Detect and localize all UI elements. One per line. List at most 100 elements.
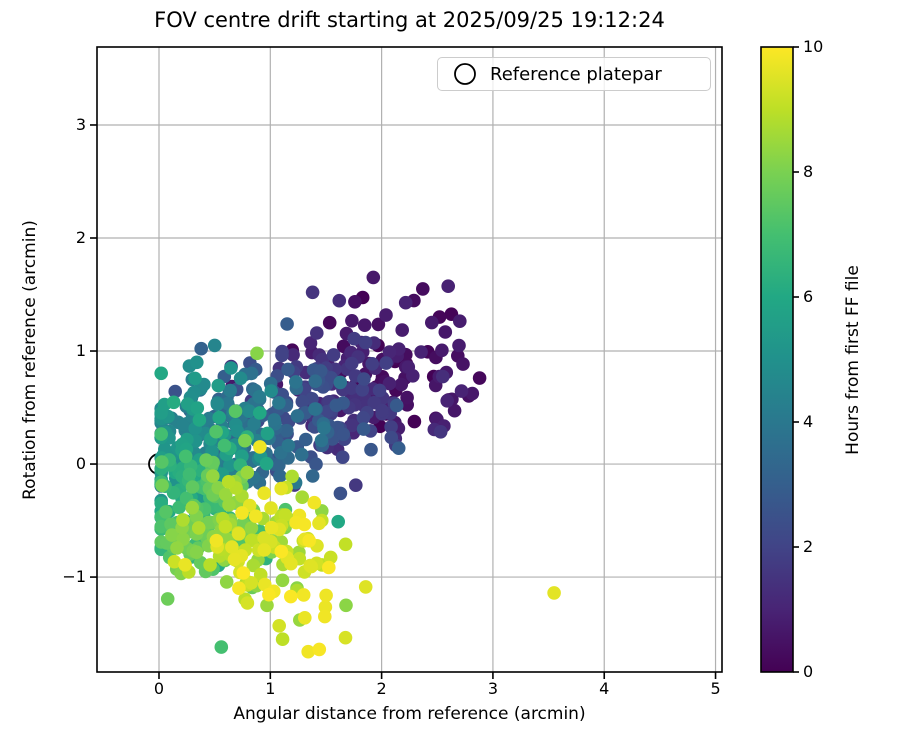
scatter-point	[375, 403, 389, 418]
scatter-point	[285, 469, 299, 484]
scatter-point	[189, 545, 204, 559]
scatter-point	[260, 426, 275, 441]
scatter-point	[244, 366, 259, 381]
scatter-point	[319, 588, 333, 603]
scatter-point	[206, 469, 220, 483]
scatter-point	[349, 478, 363, 493]
scatter-point	[456, 357, 470, 371]
scatter-point	[176, 417, 190, 432]
scatter-point	[238, 433, 252, 448]
scatter-point	[366, 270, 381, 285]
colorbar-tick-label: 4	[803, 412, 814, 431]
scatter-point	[275, 348, 289, 363]
legend: Reference platepar	[437, 57, 711, 91]
scatter-point	[280, 423, 294, 438]
scatter-point	[344, 356, 359, 371]
scatter-point	[160, 592, 175, 606]
scatter-point	[274, 544, 289, 559]
x-tick-label: 1	[265, 679, 276, 698]
scatter-point	[435, 343, 449, 358]
scatter-point	[333, 486, 348, 501]
scatter-point	[264, 384, 279, 398]
scatter-point	[357, 372, 371, 386]
scatter-point	[296, 588, 311, 602]
scatter-point	[379, 356, 393, 370]
colorbar-tick-label: 6	[803, 287, 814, 306]
colorbar-tick-label: 0	[803, 662, 814, 681]
scatter-point	[407, 414, 422, 429]
scatter-point	[302, 533, 317, 548]
scatter-point	[278, 508, 293, 522]
scatter-point	[379, 308, 393, 322]
scatter-point	[244, 576, 259, 590]
scatter-point	[240, 465, 255, 480]
scatter-point	[338, 630, 353, 645]
scatter-point	[240, 596, 255, 610]
scatter-point	[309, 457, 323, 472]
scatter-points	[154, 270, 561, 659]
scatter-point	[313, 364, 328, 378]
scatter-point	[440, 394, 455, 408]
scatter-point	[252, 390, 267, 404]
scatter-point	[260, 598, 274, 613]
scatter-point	[257, 486, 272, 501]
scatter-point	[447, 403, 462, 418]
scatter-point	[395, 323, 410, 337]
scatter-point	[345, 314, 359, 328]
scatter-point	[172, 500, 186, 515]
scatter-point	[357, 318, 372, 333]
scatter-point	[207, 338, 222, 353]
scatter-point	[259, 456, 274, 471]
colorbar-tick-label: 10	[803, 37, 824, 56]
scatter-point	[290, 409, 305, 423]
scatter-point	[280, 317, 294, 331]
plot-border	[96, 46, 723, 673]
x-tick-label: 5	[710, 679, 721, 698]
scatter-point	[322, 315, 337, 330]
y-tick-label: 2	[75, 228, 86, 247]
scatter-point	[155, 478, 169, 493]
scatter-point	[307, 495, 322, 510]
scatter-point	[297, 517, 312, 532]
scatter-point	[414, 345, 428, 359]
scatter-point	[305, 285, 320, 300]
scatter-point	[347, 331, 362, 346]
scatter-point	[170, 541, 184, 555]
scatter-point	[332, 293, 347, 308]
scatter-point	[358, 580, 373, 594]
scatter-point	[257, 531, 271, 545]
scatter-point	[209, 533, 224, 548]
scatter-point	[382, 376, 397, 391]
scatter-point	[274, 481, 289, 496]
scatter-point	[232, 527, 246, 541]
scatter-point	[209, 424, 223, 439]
scatter-point	[188, 371, 202, 386]
scatter-point	[295, 394, 310, 409]
scatter-point	[394, 377, 409, 392]
y-tick-label: 3	[75, 114, 86, 134]
scatter-point	[308, 402, 322, 416]
scatter-point	[425, 315, 439, 330]
scatter-point	[273, 469, 287, 483]
scatter-point	[242, 404, 256, 419]
scatter-point	[281, 438, 296, 453]
chart-title: FOV centre drift starting at 2025/09/25 …	[154, 8, 665, 32]
scatter-point	[310, 326, 324, 340]
scatter-point	[218, 519, 233, 534]
scatter-point	[236, 566, 251, 580]
x-tick-label: 2	[376, 679, 387, 698]
scatter-point	[272, 396, 286, 410]
y-tick-label: 1	[75, 341, 86, 361]
scatter-point	[168, 384, 182, 399]
scatter-point	[155, 455, 169, 469]
scatter-point	[344, 381, 359, 396]
scatter-point	[286, 348, 300, 362]
scatter-point	[244, 521, 259, 535]
scatter-point	[275, 573, 290, 588]
scatter-point	[248, 509, 263, 523]
scatter-point	[335, 450, 350, 465]
scatter-point	[182, 467, 197, 482]
scatter-point	[230, 424, 245, 438]
scatter-point	[398, 295, 413, 310]
